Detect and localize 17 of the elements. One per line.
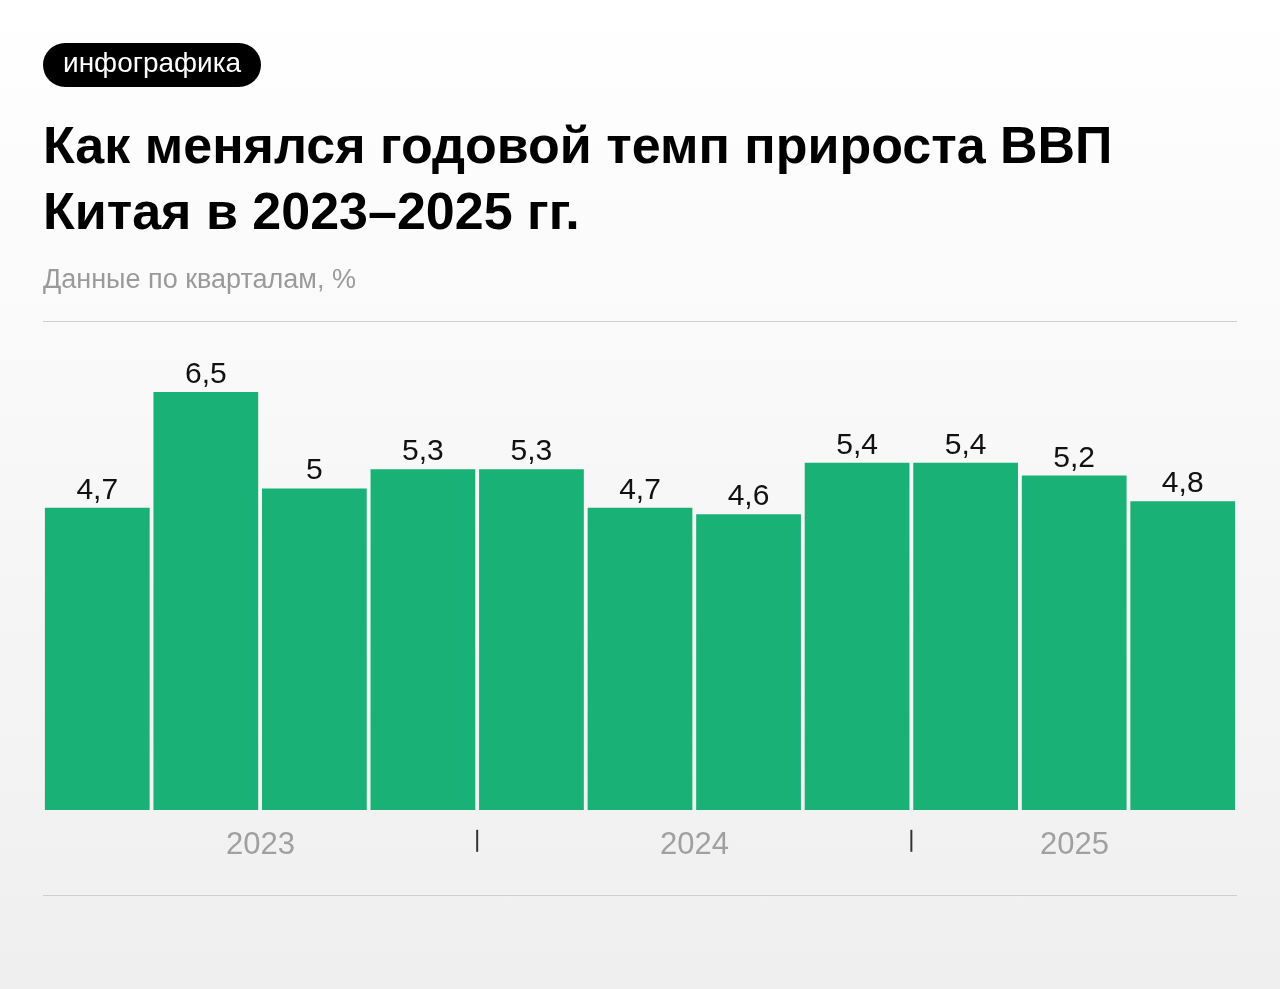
data-label: 6,5 xyxy=(184,356,227,389)
data-label: 4,7 xyxy=(619,471,661,505)
data-label: 4,7 xyxy=(76,471,119,505)
text: 2024 xyxy=(660,826,729,861)
data-label: 5,2 xyxy=(1053,439,1096,473)
data-label: 5,4 xyxy=(836,426,878,460)
chart-title: Как менялся годовой темп прироста ВВП Китая в 2023–2025 гг. xyxy=(43,115,1114,242)
text: инфографика xyxy=(43,43,262,87)
data-label: 4,8 xyxy=(1161,465,1204,499)
chart-subtitle: Данные по кварталам, % xyxy=(43,264,356,295)
data-label: 5,3 xyxy=(510,433,553,467)
text: 2023 xyxy=(226,826,295,861)
data-label: 5,4 xyxy=(944,426,987,460)
data-label: 5 xyxy=(306,452,323,486)
text: 2025 xyxy=(1040,826,1109,861)
data-label: 5,3 xyxy=(402,433,444,467)
data-label: 4,6 xyxy=(727,478,770,512)
